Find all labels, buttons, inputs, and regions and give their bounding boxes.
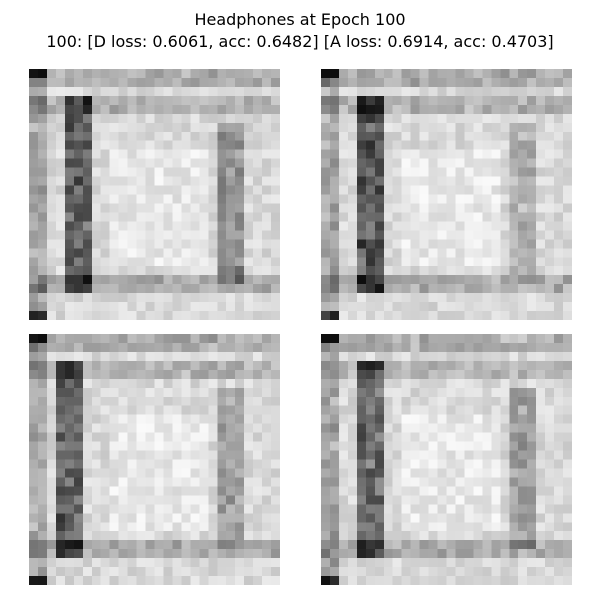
generated-sample-4 [321,334,572,585]
figure-title-line-1: Headphones at Epoch 100 [194,10,406,29]
figure-title-line-2: 100: [D loss: 0.6061, acc: 0.6482] [A lo… [46,32,554,51]
generated-sample-2 [321,69,572,320]
generated-sample-3 [29,334,280,585]
figure-title: Headphones at Epoch 100 100: [D loss: 0.… [0,9,600,53]
generated-sample-1 [29,69,280,320]
